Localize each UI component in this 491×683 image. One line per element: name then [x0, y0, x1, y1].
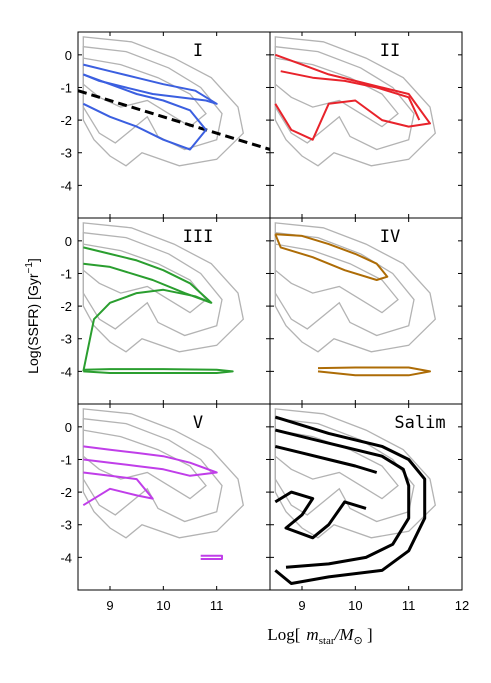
contour-series — [274, 490, 367, 540]
contour-series — [280, 70, 421, 121]
background-contour — [274, 45, 415, 151]
fit-line — [77, 89, 271, 151]
x-tick-labels: 9 10 11 9 10 11 12 — [106, 598, 469, 613]
background-contour — [274, 36, 437, 167]
y-tick-label: -3 — [60, 518, 72, 533]
y-tick-label: 0 — [65, 234, 72, 249]
x-tick-label: 11 — [210, 598, 224, 613]
y-tick-labels: 0 -1 -2 -3 -4 0 -1 -2 -3 -4 0 -1 -2 -3 -4 — [60, 48, 72, 566]
background-contour — [82, 429, 207, 500]
contour-series — [83, 246, 213, 304]
panel-label: III — [183, 227, 214, 247]
contour-series — [274, 53, 431, 141]
x-tick-label: 11 — [402, 598, 416, 613]
y-tick-label: -1 — [60, 266, 72, 281]
xlabel-prefix: Log[ — [267, 625, 300, 644]
contour-series — [82, 73, 207, 151]
y-axis-title: Log(SSFR) [Gyr−1] — [24, 258, 41, 374]
contour-series — [200, 554, 223, 560]
y-tick-label: 0 — [65, 48, 72, 63]
contour-series — [82, 63, 218, 105]
y-tick-label: -3 — [60, 332, 72, 347]
contour-series — [274, 444, 378, 474]
background-contour — [82, 417, 223, 523]
background-contour — [82, 243, 207, 314]
y-tick-label: -3 — [60, 146, 72, 161]
xlabel-math: m — [306, 625, 318, 644]
y-tick-label: -2 — [60, 113, 72, 128]
background-contour — [82, 36, 245, 167]
y-tick-label: -4 — [60, 550, 72, 565]
xlabel-sun: ⊙ — [353, 635, 362, 647]
xlabel-sub: star — [319, 635, 335, 647]
panel-label: I — [193, 41, 203, 61]
x-tick-label: 9 — [106, 598, 113, 613]
contour-series — [274, 233, 389, 281]
y-tick-label: -1 — [60, 452, 72, 467]
background-contour — [274, 222, 437, 353]
contour-series — [82, 471, 154, 507]
x-tick-label: 10 — [348, 598, 362, 613]
panel-iii: III — [77, 217, 271, 405]
ylabel-end: ] — [25, 258, 41, 262]
background-contour — [82, 231, 223, 337]
contour-series — [83, 445, 218, 477]
y-tick-label: -1 — [60, 80, 72, 95]
x-axis-title: Log[ mstar/M⊙ ] — [267, 625, 372, 647]
panel-label: Salim — [394, 413, 445, 433]
background-contour — [274, 408, 437, 539]
contour-series — [317, 366, 431, 377]
x-tick-label: 9 — [298, 598, 305, 613]
y-tick-label: -2 — [60, 299, 72, 314]
contour-series — [82, 288, 212, 372]
background-contour — [82, 222, 245, 353]
x-tick-label: 10 — [156, 598, 170, 613]
panel-v: V — [77, 403, 271, 591]
background-contour — [274, 231, 415, 337]
background-contour — [82, 408, 245, 539]
panel-label: V — [193, 413, 203, 433]
panel-frame — [269, 403, 463, 591]
y-tick-label: -4 — [60, 178, 72, 193]
panel-label: II — [380, 41, 400, 61]
contour-series — [83, 368, 234, 374]
panel-ii: II — [269, 31, 463, 219]
y-tick-label: 0 — [65, 420, 72, 435]
ylabel-sup: −1 — [24, 262, 35, 274]
background-contour — [274, 57, 399, 128]
xlabel-suffix: ] — [363, 625, 373, 644]
x-tick-label: 12 — [455, 598, 469, 613]
background-contour — [274, 243, 399, 314]
panel-iv: IV — [269, 217, 463, 405]
xlabel-div: /M — [334, 625, 355, 644]
y-tick-label: -2 — [60, 485, 72, 500]
ylabel-main: Log(SSFR) [Gyr — [25, 273, 41, 374]
panel-salim: Salim — [269, 403, 463, 591]
contour-series — [274, 415, 427, 585]
contour-series — [274, 428, 411, 569]
panel-label: IV — [380, 227, 400, 247]
y-tick-label: -4 — [60, 364, 72, 379]
panel-i: I — [77, 31, 271, 219]
